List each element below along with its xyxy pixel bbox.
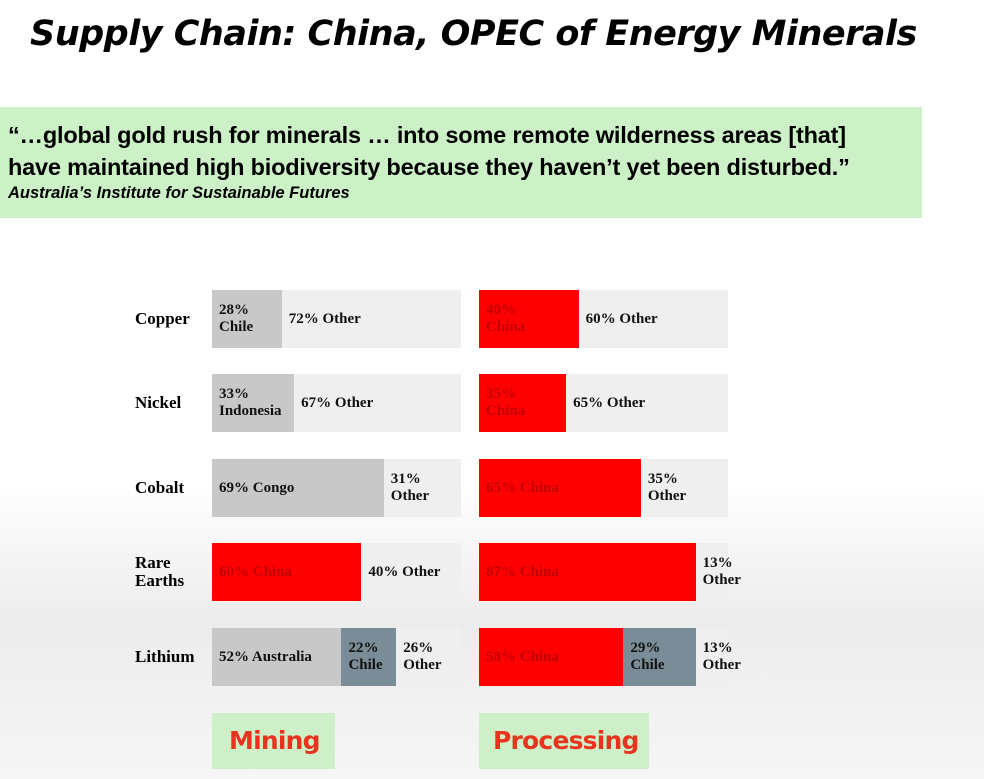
processing-cobalt-65-china-label: 65% China — [486, 479, 559, 496]
processing-nickel-35-label: 35% China — [486, 386, 526, 419]
quote-box: “…global gold rush for minerals … into s… — [0, 107, 922, 218]
processing-nickel-35-segment — [479, 374, 567, 432]
processing-lithium-58-china-label: 58% China — [486, 648, 559, 665]
mining-rare-earths-40-other-label: 40% Other — [368, 563, 441, 580]
processing-copper-40-label: 40% China — [486, 302, 526, 335]
processing-rare-earths-87-china-label: 87% China — [486, 563, 559, 580]
processing-cobalt-65-china-segment — [479, 459, 641, 517]
mining-lithium-22-label: 22% Chile — [348, 640, 383, 673]
panel-label-mining: Mining — [212, 713, 335, 769]
mining-nickel-33-label: 33% Indonesia — [219, 386, 282, 419]
panel-label-processing: Processing — [479, 713, 649, 769]
processing-cobalt-35-label: 35% Other — [647, 471, 687, 504]
mining-lithium-52-australia-segment — [212, 628, 342, 686]
processing-rare-earths-87-china-segment — [479, 543, 696, 601]
mining-cobalt-31-label: 31% Other — [390, 471, 430, 504]
processing-copper-60-other-label: 60% Other — [585, 310, 658, 327]
mining-nickel-67-other-label: 67% Other — [301, 394, 374, 411]
mining-copper-28-label: 28% Chile — [219, 302, 254, 335]
mining-lithium-22-segment — [341, 628, 397, 686]
processing-lithium-13-label: 13% Other — [702, 640, 741, 673]
quote-source: Australia’s Institute for Sustainable Fu… — [8, 184, 350, 202]
quote-line-2: have maintained high biodiversity becaus… — [8, 154, 850, 180]
mining-rare-earths-60-china-label: 60% China — [219, 563, 292, 580]
row-label-nickel: Nickel — [135, 393, 182, 412]
mining-nickel-33-segment — [212, 374, 295, 432]
processing-nickel-65-other-label: 65% Other — [573, 394, 646, 411]
mining-cobalt-69-congo-label: 69% Congo — [219, 479, 295, 496]
row-label-rare-earths: Rare Earths — [135, 553, 185, 590]
mining-rare-earths-60-china-segment — [212, 543, 362, 601]
processing-copper-40-segment — [479, 290, 579, 348]
mining-copper-72-other-label: 72% Other — [288, 310, 361, 327]
row-label-cobalt: Cobalt — [135, 478, 185, 497]
row-label-lithium: Lithium — [135, 647, 195, 666]
mining-copper-28-segment — [212, 290, 282, 348]
mining-cobalt-69-congo-segment — [212, 459, 384, 517]
mining-lithium-52-australia-label: 52% Australia — [219, 648, 312, 665]
processing-rare-earths-13-label: 13% Other — [702, 555, 741, 588]
row-label-copper: Copper — [135, 309, 190, 328]
processing-lithium-29-label: 29% Chile — [630, 640, 665, 673]
mining-lithium-26-label: 26% Other — [403, 640, 442, 673]
quote-line-1: “…global gold rush for minerals … into s… — [8, 122, 846, 148]
processing-lithium-58-china-segment — [479, 628, 624, 686]
processing-lithium-29-segment — [623, 628, 696, 686]
slide-title: Supply Chain: China, OPEC of Energy Mine… — [30, 14, 917, 54]
